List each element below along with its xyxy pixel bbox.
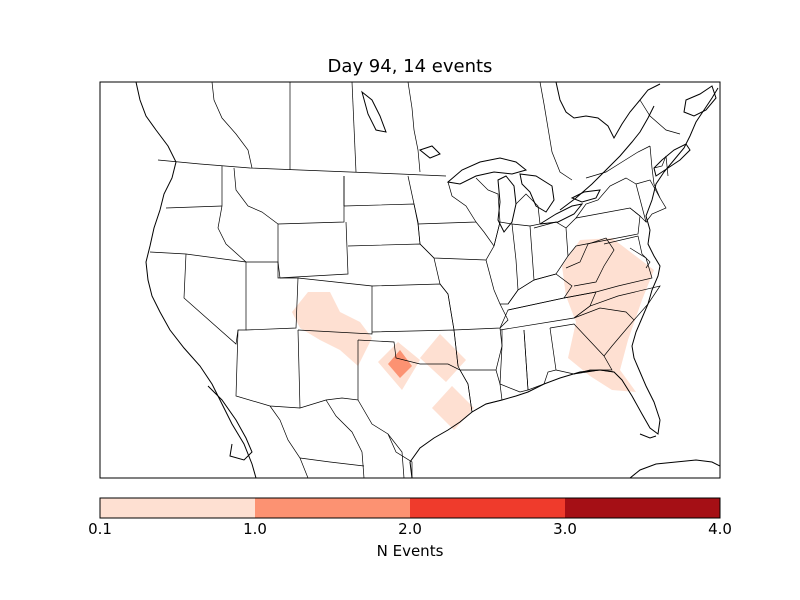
indiana-outline [511,223,535,291]
washington-oregon [165,205,223,209]
north-coast-quebec [555,82,661,140]
map-area [135,82,720,478]
event-region-north-texas-peak [388,350,412,378]
mississippi-outline [499,329,529,393]
montana-south [277,176,345,225]
new-york-outline [575,177,647,224]
alabama-outline [523,327,557,391]
mexico-nuevo-leon [387,433,413,478]
map-frame [99,81,721,479]
event-region-east-texas [420,334,466,382]
montana-idaho [233,167,279,225]
nova-scotia [653,143,691,177]
mexico-borders [269,399,413,478]
west-virginia-outline [565,237,615,287]
new-england-north [649,145,661,199]
great-lakes [361,90,601,233]
mexico-pacific-line [207,385,253,461]
event-region-southeast-atlantic [562,238,654,392]
minnesota-outline [407,175,477,225]
michigan-lower [515,193,541,227]
lake-michigan [497,175,517,233]
lake-of-the-woods [418,145,441,159]
north-carolina-outline [573,285,661,321]
event-shading [292,238,654,430]
us-canada-border [157,159,447,177]
colorado-outline [297,277,373,335]
quebec-labrador-border [639,99,681,135]
colorbar-tick-label: 1.0 [243,520,267,538]
florida-keys [639,433,657,439]
province-borders [157,82,681,181]
colorbar-tick-label: 3.0 [553,520,577,538]
colorbar-tick-label: 0.1 [88,520,112,538]
colorbar [99,497,721,519]
us-canada-border-east [585,145,651,179]
maryland-outline [603,235,651,269]
lake-huron [519,173,555,213]
utah-wyoming [245,261,299,331]
south-carolina-outline [573,307,635,357]
event-region-colorado-new-mexico [292,292,372,366]
state-borders [149,145,669,413]
florida-border [573,369,615,375]
lake-erie [539,203,584,225]
arizona-new-mexico [235,329,301,409]
colorbar-tick-label: 4.0 [708,520,732,538]
ontario-quebec-border [539,82,573,181]
cuba [629,459,720,478]
colorbar-bin-0 [100,498,255,518]
new-england-outline [635,179,667,223]
wyoming-outline [277,221,349,279]
bc-alberta-border [211,82,253,169]
colorbar-bin-3 [565,498,720,518]
mexico-coahuila [357,399,405,478]
st-lawrence [559,105,655,211]
lake-superior [446,157,528,185]
virginia-outline [563,247,653,299]
south-dakota-outline [343,203,421,245]
mexico-chihuahua [325,399,365,478]
lake-winnipeg [361,90,387,133]
sask-manitoba-border [351,82,357,173]
colorbar-tick-label: 2.0 [398,520,422,538]
maine-outline [653,155,669,177]
illinois-outline [493,221,519,305]
map-title: Day 94, 14 events [327,56,493,77]
nevada-east [183,253,247,345]
lake-ontario [570,189,601,203]
newfoundland [683,85,717,117]
colorbar-label: N Events [376,542,444,560]
event-region-gulf-coast-texas [432,386,474,430]
iowa-outline [417,221,495,261]
colorbar-bin-1 [255,498,410,518]
new-mexico-outline [297,329,359,409]
mexico-sonora [269,405,309,478]
idaho-west [217,166,247,263]
manitoba-ontario-border [407,82,421,173]
west-coast-line [135,82,257,478]
colorbar-frame [99,497,721,519]
colorbar-bin-2 [410,498,565,518]
oregon-california-idaho [149,251,247,263]
kansas-outline [371,283,455,331]
missouri-outline [439,259,509,331]
mexico-durango [299,457,365,467]
